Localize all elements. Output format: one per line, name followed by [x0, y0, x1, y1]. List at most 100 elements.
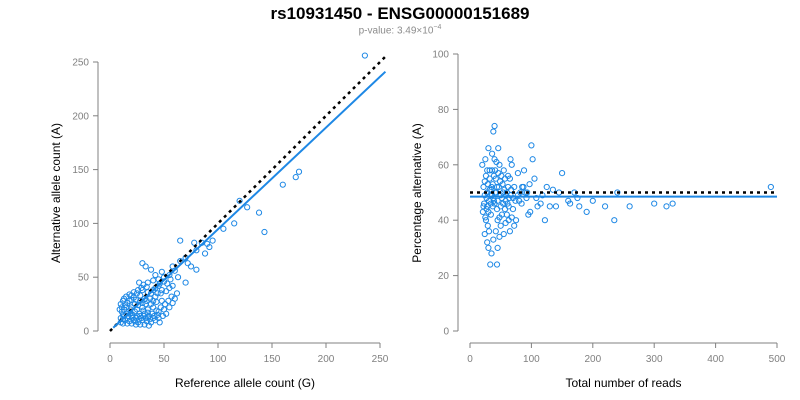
data-point [496, 233, 503, 240]
data-point [182, 279, 189, 286]
data-point [187, 263, 195, 270]
data-point [490, 194, 497, 202]
chart-panel-2: 0 100 200 300 400 500 0 20 40 60 80 100 Total number… [410, 50, 786, 391]
data-point [480, 183, 487, 191]
data-point [143, 297, 150, 304]
data-point [132, 321, 140, 328]
fit-line [112, 70, 387, 329]
data-point [500, 200, 507, 207]
data-point [506, 228, 514, 235]
data-point [518, 200, 525, 207]
data-point [485, 208, 492, 215]
y-tick-label: 60 [438, 160, 450, 171]
x-tick-label: 250 [372, 354, 389, 365]
data-point [140, 312, 147, 320]
data-point [361, 52, 368, 59]
x-tick-label: 100 [210, 354, 227, 365]
chart-subtitle: p-value: 3.49×10−4 [0, 24, 800, 36]
data-point [145, 322, 152, 329]
data-point [501, 206, 509, 213]
data-point [543, 183, 550, 191]
data-point [255, 209, 263, 216]
data-point [559, 170, 566, 177]
data-point [491, 156, 498, 163]
data-point [161, 301, 169, 308]
data-point [524, 189, 531, 196]
data-point [154, 290, 161, 297]
data-point [482, 156, 489, 163]
data-point [489, 150, 496, 157]
data-point [142, 263, 149, 270]
data-point [485, 145, 492, 152]
data-point [526, 181, 533, 188]
data-point [493, 206, 501, 213]
data-point [279, 181, 286, 188]
data-point [651, 200, 658, 207]
data-point [663, 203, 670, 210]
data-point [481, 178, 488, 185]
data-point [669, 200, 676, 207]
x-tick-label: 100 [523, 354, 540, 365]
data-point [490, 172, 498, 179]
data-point [481, 230, 488, 238]
data-point [486, 186, 493, 193]
data-point [479, 208, 486, 215]
data-point [541, 217, 549, 224]
data-point [508, 214, 515, 221]
data-point [164, 280, 171, 287]
data-point [158, 287, 165, 294]
data-point [292, 174, 299, 181]
data-point [149, 310, 156, 317]
data-point [528, 142, 535, 149]
data-point [157, 304, 164, 311]
data-point [555, 189, 563, 196]
y-tick-label: 100 [72, 219, 89, 230]
data-point [193, 247, 200, 254]
x-tick-label: 200 [318, 354, 335, 365]
y-tick-label: 250 [72, 58, 89, 69]
data-point [157, 290, 164, 297]
data-point [496, 161, 503, 168]
data-point [583, 208, 590, 215]
data-point [514, 192, 521, 199]
data-point [611, 217, 618, 224]
data-point [128, 296, 135, 303]
data-point [295, 168, 303, 175]
data-point [520, 167, 528, 174]
data-point [153, 298, 160, 306]
x-tick-label: 150 [264, 354, 281, 365]
data-point [504, 200, 511, 207]
data-point [531, 175, 538, 182]
data-point [174, 274, 182, 281]
data-point [574, 194, 581, 202]
chart-title: rs10931450 - ENSG00000151689 [270, 4, 530, 23]
data-point [626, 203, 633, 210]
data-point [206, 243, 213, 251]
data-point [173, 290, 181, 297]
data-point [512, 217, 520, 224]
data-point [507, 156, 514, 163]
x-axis-label: Reference allele count (G) [175, 376, 315, 390]
data-point [153, 307, 160, 314]
data-point [512, 197, 519, 204]
data-point [132, 296, 140, 303]
data-point [147, 266, 155, 273]
data-point [244, 204, 251, 211]
y-tick-label: 150 [72, 165, 89, 176]
data-point [503, 211, 510, 218]
data-point [482, 217, 490, 224]
data-point [144, 313, 151, 321]
data-point [201, 250, 209, 257]
data-point [119, 320, 127, 327]
data-point [491, 200, 498, 207]
p-value-exponent: −4 [433, 24, 442, 31]
y-tick-label: 50 [78, 273, 90, 284]
data-point [552, 203, 560, 210]
data-point [492, 228, 499, 235]
data-point [490, 128, 497, 135]
data-point [231, 220, 238, 227]
data-point [494, 217, 501, 224]
data-point [508, 161, 515, 168]
